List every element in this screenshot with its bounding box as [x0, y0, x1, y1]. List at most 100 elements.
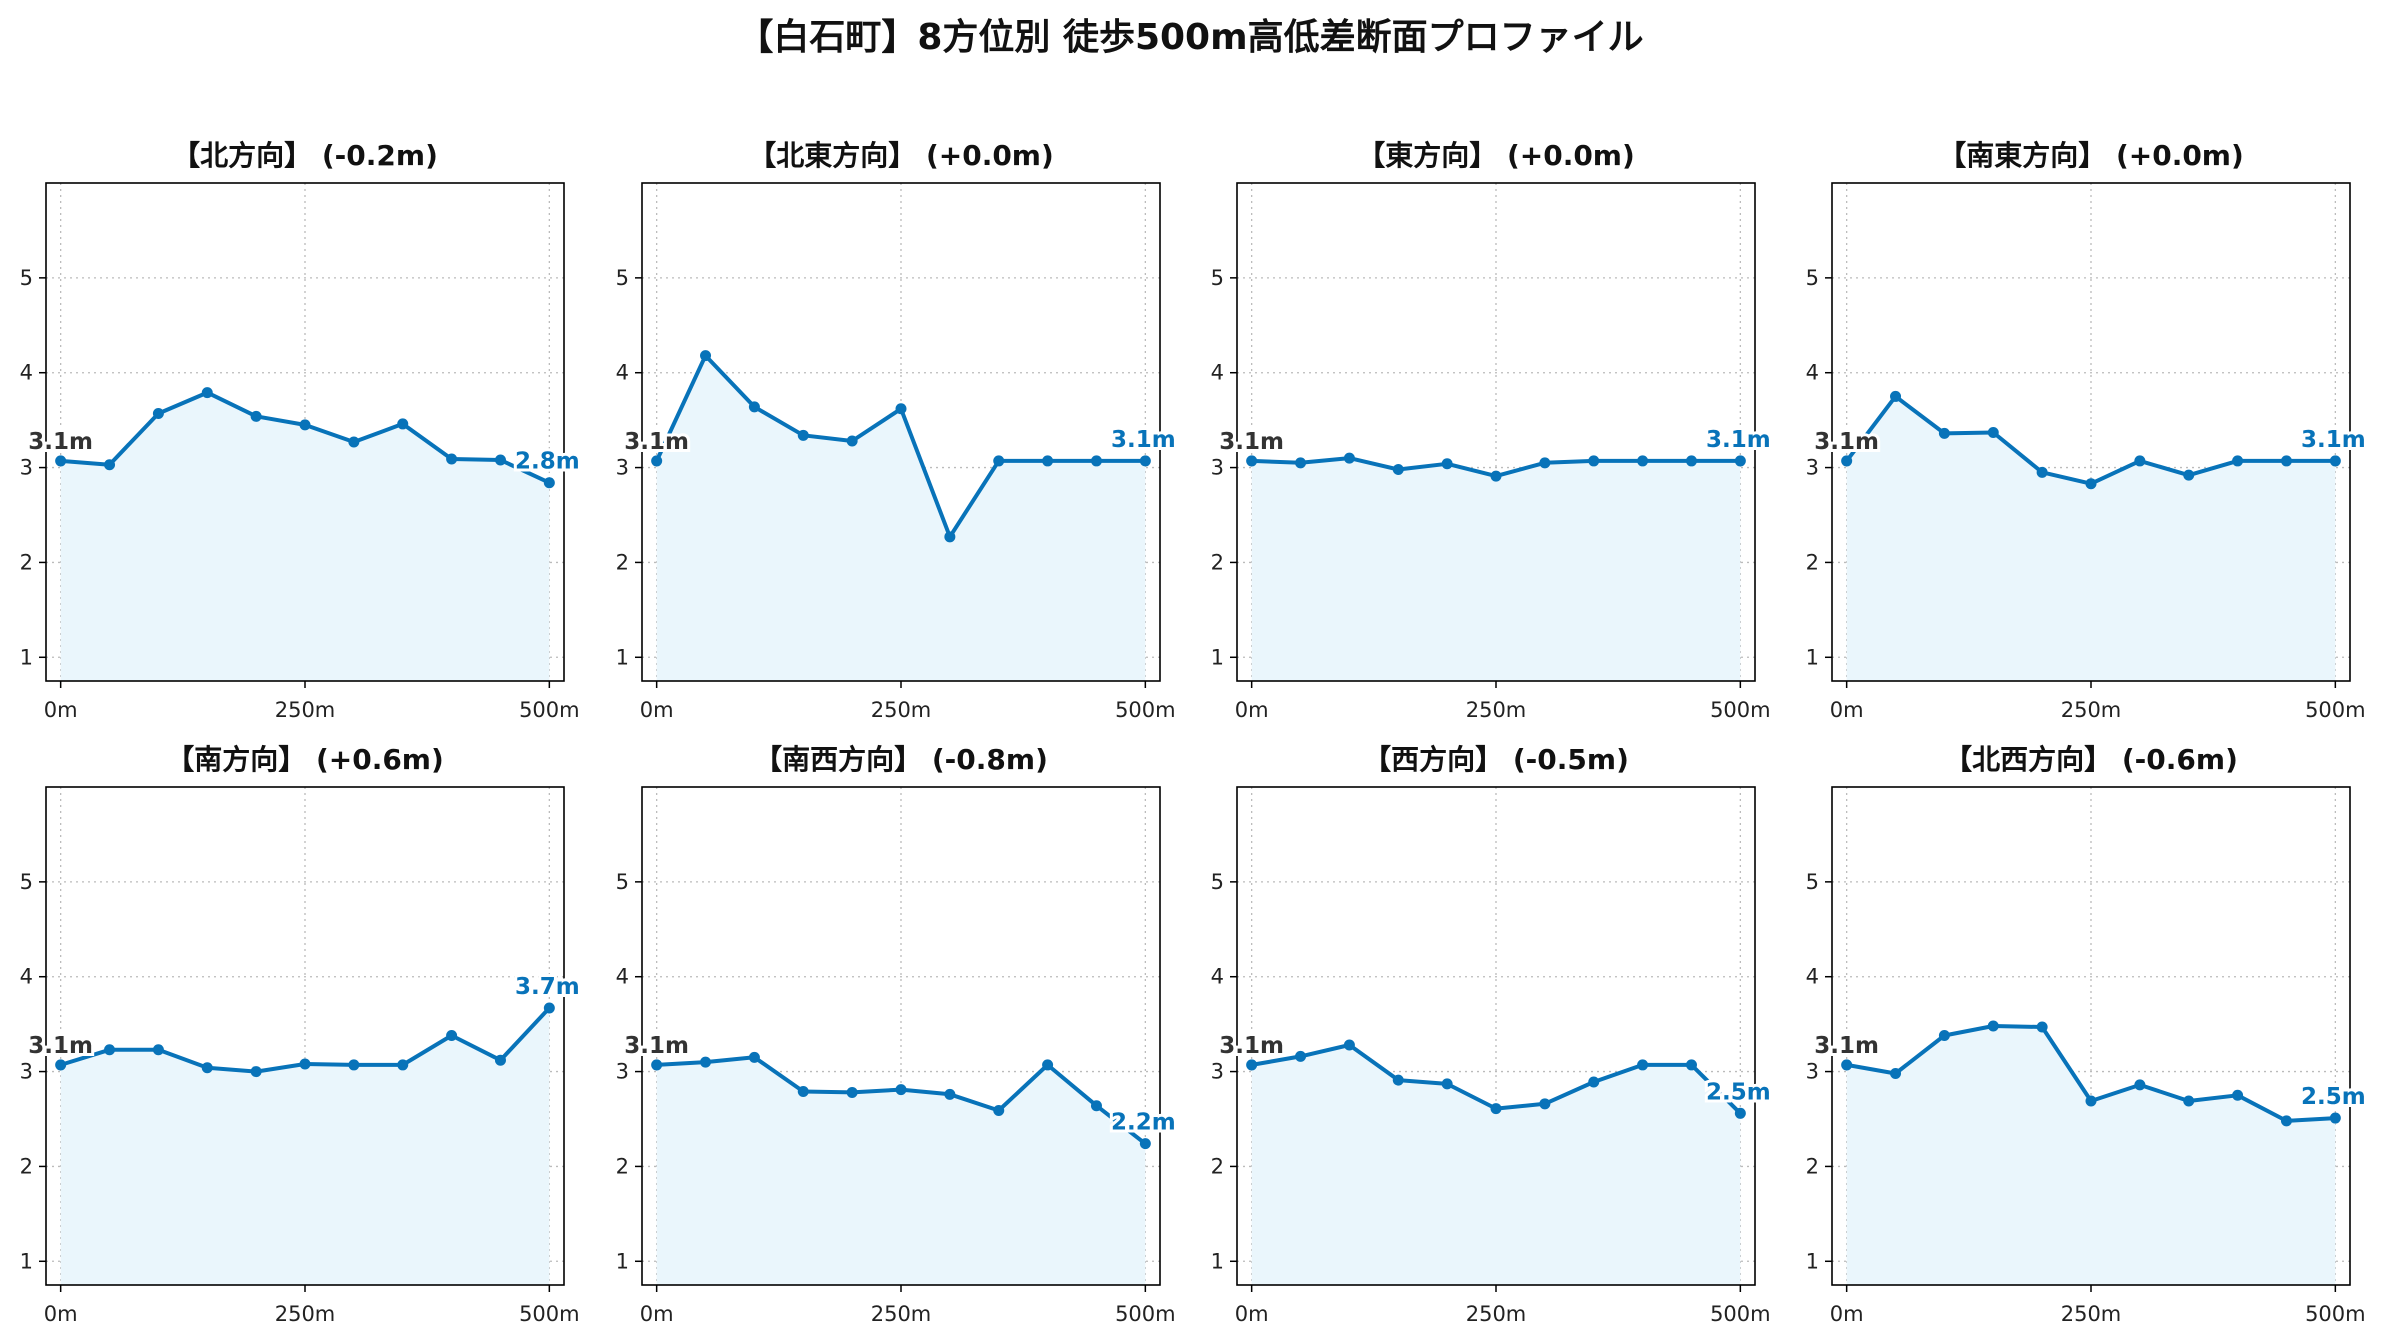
y-tick-label: 3: [20, 1060, 33, 1084]
x-tick-label: 500m: [2305, 698, 2366, 722]
data-point: [446, 453, 458, 465]
data-point: [1539, 1098, 1551, 1110]
data-point: [2280, 455, 2292, 467]
start-elevation-label: 3.1m: [28, 1033, 93, 1059]
y-tick-label: 4: [1806, 361, 1819, 385]
x-tick-label: 500m: [2305, 1302, 2366, 1326]
end-elevation-label: 3.1m: [2301, 427, 2366, 453]
y-tick-label: 5: [20, 870, 33, 894]
y-tick-label: 3: [1211, 1060, 1224, 1084]
y-tick-label: 1: [1211, 645, 1224, 669]
data-point: [2085, 478, 2097, 490]
data-point: [2280, 1115, 2292, 1127]
data-point: [55, 1059, 67, 1071]
end-elevation-label: 2.2m: [1111, 1110, 1176, 1136]
y-tick-label: 3: [20, 456, 33, 480]
data-point: [152, 1044, 164, 1056]
data-point: [2085, 1095, 2097, 1107]
data-point: [2183, 469, 2195, 481]
data-point: [104, 1044, 116, 1056]
data-point: [895, 403, 907, 415]
data-point: [201, 1062, 213, 1074]
y-tick-label: 3: [1211, 456, 1224, 480]
elevation-area: [60, 392, 550, 681]
start-elevation-label: 3.1m: [624, 429, 689, 455]
elevation-area: [1251, 1045, 1741, 1285]
elevation-area: [1846, 396, 2336, 681]
data-point: [494, 454, 506, 466]
start-elevation-label: 3.1m: [1219, 1033, 1284, 1059]
x-tick-label: 500m: [519, 1302, 580, 1326]
data-point: [1246, 1059, 1258, 1071]
data-point: [1295, 457, 1307, 469]
y-tick-label: 3: [616, 456, 629, 480]
y-tick-label: 1: [616, 1249, 629, 1273]
data-point: [1890, 390, 1902, 402]
data-point: [1685, 455, 1697, 467]
data-point: [1392, 1074, 1404, 1086]
data-point: [2036, 1021, 2048, 1033]
data-point: [1441, 1078, 1453, 1090]
figure-title: 【白石町】8方位別 徒歩500m高低差断面プロファイル: [737, 17, 1644, 58]
y-tick-label: 4: [616, 361, 629, 385]
data-point: [797, 429, 809, 441]
data-point: [250, 1066, 262, 1078]
data-point: [348, 1059, 360, 1071]
data-point: [397, 418, 409, 430]
end-elevation-label: 2.5m: [2301, 1084, 2366, 1110]
data-point: [1392, 463, 1404, 475]
data-point: [1637, 455, 1649, 467]
x-tick-label: 500m: [1710, 698, 1771, 722]
data-point: [993, 455, 1005, 467]
panel-title: 【南西方向】 (-0.8m): [754, 743, 1048, 776]
data-point: [2329, 455, 2341, 467]
x-tick-label: 500m: [519, 698, 580, 722]
panel-title: 【西方向】 (-0.5m): [1363, 743, 1629, 776]
data-point: [1090, 1100, 1102, 1112]
data-point: [348, 436, 360, 448]
data-point: [1042, 455, 1054, 467]
data-point: [895, 1084, 907, 1096]
data-point: [397, 1059, 409, 1071]
data-point: [1734, 1107, 1746, 1119]
data-point: [2134, 455, 2146, 467]
data-point: [846, 1086, 858, 1098]
end-elevation-label: 3.7m: [515, 974, 580, 1000]
x-tick-label: 250m: [2061, 698, 2122, 722]
chart-panel-4: 【南東方向】 (+0.0m) 1 2 3 4 5 0m 250m 500m 3.1m 3.1m: [1806, 139, 2369, 722]
data-point: [700, 1056, 712, 1068]
elevation-area: [60, 1008, 550, 1285]
data-point: [651, 455, 663, 467]
data-point: [2036, 466, 2048, 478]
y-tick-label: 2: [616, 1154, 629, 1178]
x-tick-label: 0m: [44, 698, 78, 722]
chart-panel-1: 【北方向】 (-0.2m) 1 2 3 4 5 0m 250m 500m 3.1m 2.8m: [20, 139, 583, 722]
data-point: [2232, 1089, 2244, 1101]
data-point: [797, 1085, 809, 1097]
start-elevation-label: 3.1m: [1814, 429, 1879, 455]
x-tick-label: 250m: [871, 1302, 932, 1326]
panel-title: 【南方向】 (+0.6m): [166, 743, 444, 776]
x-tick-label: 250m: [275, 1302, 336, 1326]
data-point: [993, 1104, 1005, 1116]
data-point: [1490, 470, 1502, 482]
y-tick-label: 1: [1211, 1249, 1224, 1273]
data-point: [1139, 1138, 1151, 1150]
x-tick-label: 250m: [1466, 1302, 1527, 1326]
x-tick-label: 250m: [2061, 1302, 2122, 1326]
y-tick-label: 4: [616, 965, 629, 989]
panel-title: 【北東方向】 (+0.0m): [748, 139, 1054, 172]
y-tick-label: 5: [616, 266, 629, 290]
data-point: [494, 1054, 506, 1066]
x-tick-label: 0m: [640, 1302, 674, 1326]
data-point: [748, 401, 760, 413]
data-point: [1841, 455, 1853, 467]
data-point: [1637, 1059, 1649, 1071]
data-point: [2232, 455, 2244, 467]
x-tick-label: 0m: [640, 698, 674, 722]
x-tick-label: 250m: [871, 698, 932, 722]
panel-title: 【北西方向】 (-0.6m): [1944, 743, 2238, 776]
x-tick-label: 0m: [44, 1302, 78, 1326]
elevation-area: [1251, 458, 1741, 681]
